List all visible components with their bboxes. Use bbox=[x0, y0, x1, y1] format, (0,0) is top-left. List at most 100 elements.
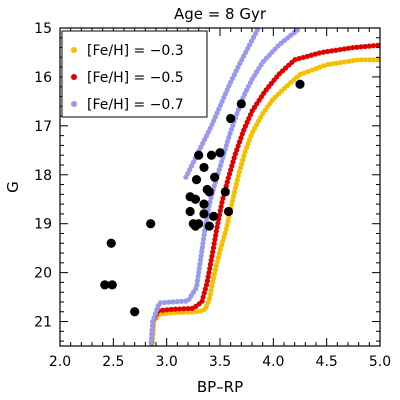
observed-star bbox=[190, 221, 201, 231]
isochrone-point bbox=[358, 57, 364, 63]
x-tick-label: 5.0 bbox=[369, 354, 391, 370]
plot-frame bbox=[59, 27, 381, 347]
isochrone-point bbox=[211, 183, 217, 189]
isochrone-point bbox=[242, 149, 248, 155]
isochrone-point bbox=[226, 134, 232, 140]
isochrone-point bbox=[346, 58, 352, 64]
isochrone-point bbox=[217, 162, 224, 169]
isochrone-point bbox=[207, 261, 214, 267]
isochrone-point bbox=[313, 66, 319, 72]
isochrone-point bbox=[197, 257, 204, 263]
y-tick-label: 17 bbox=[34, 119, 52, 135]
isochrone-point bbox=[212, 267, 218, 273]
isochrone-point bbox=[371, 57, 377, 63]
x-tick-label: 3.0 bbox=[156, 354, 178, 370]
isochrone-point bbox=[231, 155, 237, 161]
isochrone-point bbox=[375, 57, 380, 63]
isochrone-point bbox=[195, 273, 201, 280]
isochrone-point bbox=[213, 228, 219, 234]
isochrone-point bbox=[215, 220, 221, 226]
legend-marker bbox=[71, 74, 77, 80]
isochrone-point bbox=[202, 286, 208, 292]
isochrone-point bbox=[241, 153, 247, 159]
isochrone-point bbox=[223, 142, 229, 149]
y-tick-label: 20 bbox=[34, 266, 52, 282]
isochrone-point bbox=[193, 309, 199, 315]
observed-star bbox=[209, 211, 219, 221]
isochrone-point bbox=[197, 261, 203, 267]
isochrone-point bbox=[164, 307, 170, 313]
isochrone-point bbox=[312, 51, 318, 57]
isochrone-point bbox=[230, 159, 236, 165]
isochrone-point bbox=[198, 253, 204, 259]
isochrone-point bbox=[234, 110, 240, 117]
isochrone-point bbox=[337, 46, 343, 53]
isochrone-point bbox=[217, 208, 223, 214]
y-tick-label: 15 bbox=[34, 21, 52, 37]
isochrone-point bbox=[245, 141, 251, 147]
y-tick-label: 19 bbox=[34, 217, 52, 233]
isochrone-point bbox=[230, 122, 236, 129]
observed-star bbox=[199, 199, 209, 209]
isochrone-point bbox=[206, 270, 212, 276]
isochrone-point bbox=[337, 60, 343, 66]
isochrone-point bbox=[296, 55, 302, 62]
isochrone-point bbox=[148, 335, 155, 341]
isochrone-point bbox=[213, 263, 219, 269]
isochrone-point bbox=[297, 71, 303, 77]
isochrone-point bbox=[333, 47, 339, 53]
isochrone-point bbox=[219, 158, 225, 165]
isochrone-point bbox=[166, 299, 172, 305]
isochrone-point bbox=[228, 167, 234, 173]
chart-title: Age = 8 Gyr bbox=[174, 5, 267, 23]
isochrone-point bbox=[329, 48, 335, 54]
x-tick-label: 2.5 bbox=[102, 354, 124, 370]
isochrone-point bbox=[216, 166, 222, 173]
observed-star bbox=[204, 187, 214, 197]
isochrone-point bbox=[366, 57, 373, 63]
isochrone-point bbox=[201, 232, 207, 238]
isochrone-point bbox=[168, 306, 174, 312]
isochrone-point bbox=[219, 199, 225, 206]
observed-star bbox=[185, 206, 195, 217]
isochrone-point bbox=[234, 147, 240, 153]
isochrone-point bbox=[196, 269, 202, 275]
observed-star bbox=[215, 148, 225, 158]
isochrone-point bbox=[174, 299, 180, 305]
isochrone-point bbox=[200, 240, 206, 246]
isochrone-point bbox=[225, 218, 231, 224]
axis-ticks bbox=[59, 27, 381, 346]
isochrone-point bbox=[350, 58, 356, 64]
isochrone-point bbox=[208, 257, 214, 263]
tick-labels: 2.0 2.5 3.0 3.5 4.0 4.5 5.0 15 16 17 18 19 20 21 bbox=[34, 21, 391, 370]
isochrone-point bbox=[207, 265, 213, 272]
isochrone-point bbox=[148, 339, 154, 346]
isochrone-point bbox=[341, 46, 347, 52]
isochrone-point bbox=[215, 254, 221, 261]
isochrone-point bbox=[233, 181, 239, 187]
observed-star bbox=[130, 307, 140, 317]
isochrone-point bbox=[358, 44, 364, 50]
isochrone-point bbox=[224, 138, 231, 144]
observed-star bbox=[226, 113, 236, 124]
observed-star bbox=[146, 219, 156, 229]
isochrone-point bbox=[217, 246, 223, 252]
isochrone-point bbox=[172, 306, 179, 312]
isochrone-point bbox=[226, 171, 233, 177]
isochrone-point bbox=[254, 28, 260, 33]
isochrone-point bbox=[320, 49, 327, 55]
isochrone-point bbox=[341, 59, 348, 65]
isochrone-point bbox=[231, 189, 238, 195]
isochrone-point bbox=[202, 228, 208, 234]
isochrone-point bbox=[209, 253, 215, 259]
isochrone-point bbox=[308, 52, 314, 58]
isochrone-point bbox=[208, 195, 214, 201]
isochrone-point bbox=[212, 236, 218, 243]
isochrone-point bbox=[199, 298, 205, 304]
observed-star bbox=[220, 187, 230, 197]
isochrone-point bbox=[213, 232, 219, 239]
x-axis-label: BP–RP bbox=[197, 378, 243, 396]
isochrone-point bbox=[333, 60, 339, 66]
isochrone-point bbox=[234, 177, 240, 183]
isochrone-point bbox=[206, 295, 213, 302]
